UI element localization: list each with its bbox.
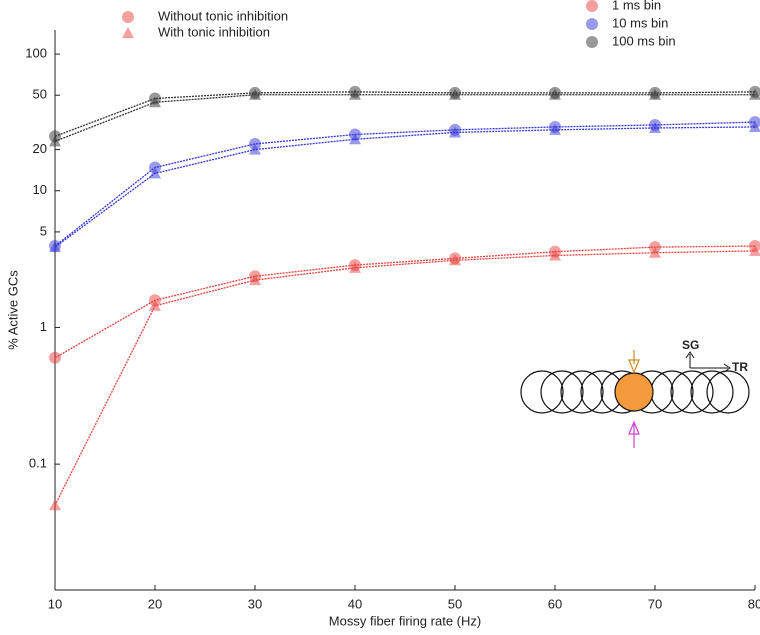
marker [49, 499, 61, 511]
x-tick-label: 40 [348, 596, 362, 611]
marker [449, 254, 461, 266]
marker [149, 299, 161, 311]
marker [749, 244, 760, 256]
legend-marker [122, 11, 134, 23]
inset-label: SG [682, 338, 699, 352]
marker [349, 261, 361, 273]
x-tick-label: 50 [448, 596, 462, 611]
legend-label: With tonic inhibition [158, 24, 270, 39]
y-tick-label: 20 [33, 141, 47, 156]
x-tick-label: 80 [748, 596, 760, 611]
legend-label: 100 ms bin [612, 33, 676, 48]
marker [649, 88, 661, 100]
series-line [54, 250, 756, 506]
marker [549, 88, 561, 100]
marker [749, 120, 760, 132]
inset-diagram: SG TR [520, 338, 750, 448]
series-line [54, 91, 756, 137]
series-line [54, 121, 756, 247]
marker [549, 249, 561, 261]
series-line [54, 245, 756, 359]
legend-label: Without tonic inhibition [158, 8, 288, 23]
series-line [54, 126, 756, 248]
marker [49, 351, 61, 364]
y-tick-label: 10 [33, 182, 47, 197]
x-axis-label: Mossy fiber firing rate (Hz) [329, 613, 481, 628]
legend-marker [122, 27, 134, 38]
marker [249, 143, 261, 155]
marker [649, 121, 661, 133]
marker [449, 88, 461, 100]
x-tick-label: 70 [648, 596, 662, 611]
legend-label: 1 ms bin [612, 0, 661, 12]
marker [49, 241, 61, 253]
marker [649, 246, 661, 258]
marker [349, 88, 361, 100]
legend-label: 10 ms bin [612, 15, 668, 30]
marker [149, 96, 161, 108]
y-tick-label: 50 [33, 87, 47, 102]
legend-marker [586, 18, 598, 30]
x-tick-label: 30 [248, 596, 262, 611]
marker [449, 126, 461, 138]
legend-marker [586, 0, 598, 12]
x-tick-label: 20 [148, 596, 162, 611]
marker [49, 135, 61, 147]
marker [149, 167, 161, 179]
marker [249, 88, 261, 100]
marker [249, 274, 261, 286]
y-tick-label: 1 [40, 319, 47, 334]
y-axis-label: % Active GCs [5, 270, 20, 350]
marker [349, 133, 361, 145]
x-tick-label: 60 [548, 596, 562, 611]
series-line [54, 94, 755, 142]
marker [549, 123, 561, 135]
marker [749, 88, 760, 100]
inset-label: TR [732, 360, 748, 374]
x-tick-label: 10 [48, 596, 62, 611]
y-tick-label: 0.1 [29, 456, 47, 471]
legend-marker [586, 36, 598, 48]
y-tick-label: 100 [25, 46, 47, 61]
y-tick-label: 5 [40, 223, 47, 238]
